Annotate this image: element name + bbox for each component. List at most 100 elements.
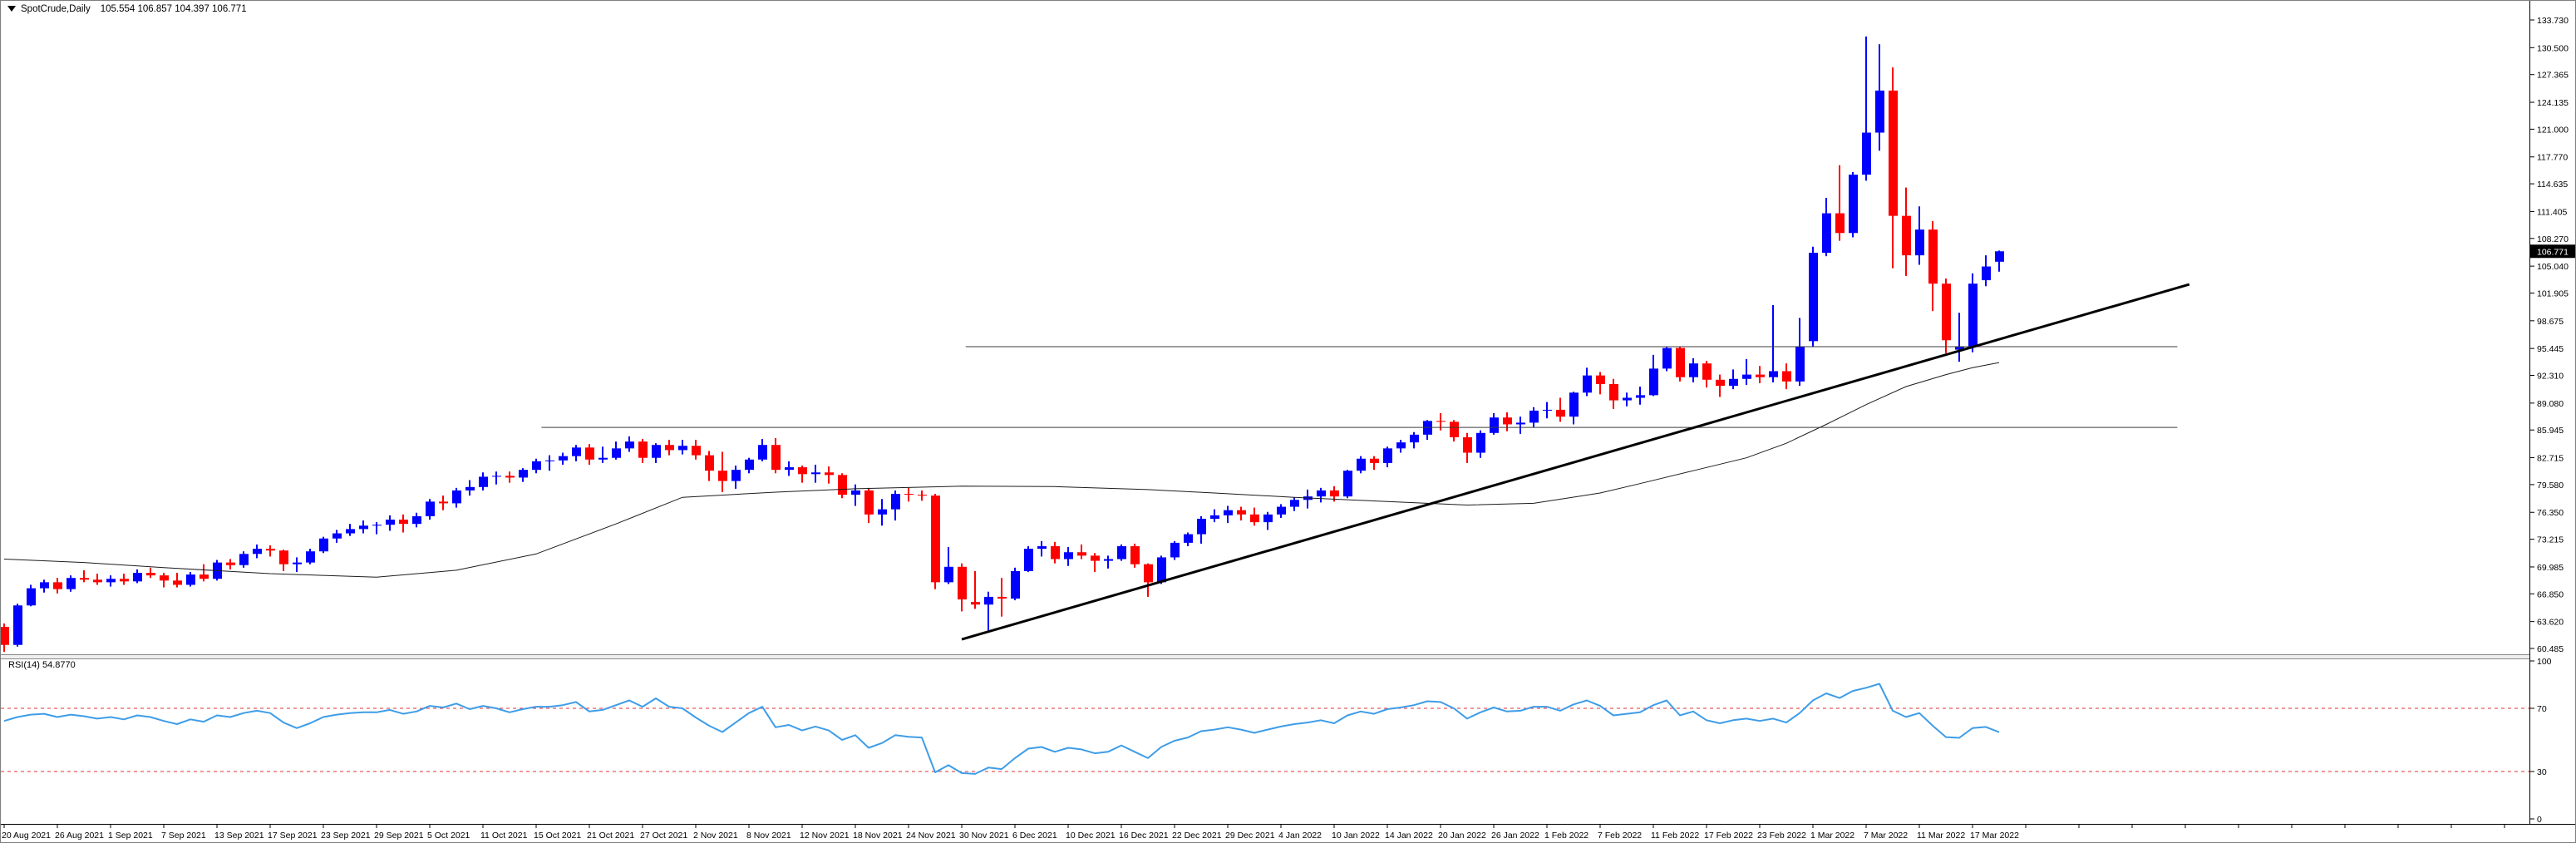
candle-up (426, 501, 435, 516)
candle-down (1902, 215, 1911, 256)
price-tick-label: 60.485 (2537, 644, 2564, 654)
candle-up (851, 490, 860, 495)
price-tick-label: 92.310 (2537, 372, 2564, 382)
time-tick-label: 17 Mar 2022 (1970, 831, 2019, 841)
time-tick-label: 7 Sep 2021 (161, 831, 206, 841)
time-tick-label: 8 Nov 2021 (746, 831, 791, 841)
candle-up (1809, 253, 1818, 342)
candle-up (1290, 500, 1299, 507)
price-axis-scale-area[interactable] (2530, 1, 2576, 824)
candle-up (66, 578, 76, 589)
candle-down (825, 472, 834, 476)
time-tick-label: 14 Jan 2022 (1385, 831, 1433, 841)
candle-down (1450, 422, 1459, 437)
candle-up (106, 579, 116, 583)
time-tick-label: 17 Feb 2022 (1704, 831, 1753, 841)
candle-down (279, 550, 288, 564)
price-tick-label: 76.350 (2537, 508, 2564, 518)
candle-down (1676, 348, 1685, 377)
rsi-tick-label: 30 (2537, 767, 2547, 777)
candle-up (1729, 378, 1738, 387)
price-tick-label: 101.905 (2537, 288, 2569, 298)
candle-down (226, 562, 235, 565)
candle-up (1343, 471, 1352, 497)
candle-down (1942, 283, 1951, 341)
candle-down (1596, 375, 1605, 384)
candle-up (1117, 546, 1126, 560)
candle-up (1210, 515, 1219, 519)
candle-down (399, 520, 408, 525)
time-tick-label: 4 Jan 2022 (1278, 831, 1322, 841)
candle-down (692, 446, 701, 456)
candle-up (891, 494, 900, 510)
candle-up (293, 562, 302, 564)
candle-down (1144, 564, 1153, 583)
candle-up (253, 549, 262, 555)
candle-down (120, 579, 129, 582)
candle-down (1091, 555, 1100, 561)
candle-up (1636, 395, 1645, 398)
candle-up (532, 461, 541, 471)
candle-up (1649, 368, 1658, 396)
price-tick-label: 82.715 (2537, 454, 2564, 464)
candle-down (1330, 490, 1339, 497)
rsi-indicator-label: RSI(14) 54.8770 (8, 660, 76, 670)
candle-up (1795, 346, 1805, 382)
candle-down (266, 549, 275, 551)
candle-up (239, 554, 249, 565)
time-axis-scale-area[interactable] (1, 824, 2576, 843)
candle-up (186, 574, 195, 585)
time-tick-label: 26 Aug 2021 (55, 831, 104, 841)
time-tick-label: 24 Nov 2021 (906, 831, 956, 841)
chevron-down-icon[interactable] (7, 6, 16, 12)
trend-line[interactable] (961, 283, 2190, 641)
price-tick-label: 69.985 (2537, 563, 2564, 573)
candle-down (585, 447, 594, 460)
candle-down (1077, 552, 1086, 556)
candle-up (1529, 410, 1539, 423)
time-tick-label: 29 Sep 2021 (374, 831, 424, 841)
price-tick-label: 105.040 (2537, 262, 2569, 272)
candle-down (931, 495, 940, 583)
candle-down (971, 602, 980, 605)
candle-up (133, 573, 142, 582)
candle-up (1410, 434, 1419, 443)
candle-up (40, 582, 49, 589)
candle-up (1224, 510, 1233, 515)
time-tick-label: 2 Nov 2021 (693, 831, 738, 841)
time-tick-label: 18 Nov 2021 (853, 831, 903, 841)
time-tick-label: 23 Feb 2022 (1757, 831, 1806, 841)
price-tick-label: 85.945 (2537, 426, 2564, 436)
price-tick-label: 124.135 (2537, 98, 2569, 108)
candle-down (80, 578, 89, 580)
price-tick-label: 98.675 (2537, 317, 2564, 327)
candle-up (1170, 542, 1180, 558)
time-tick-label: 11 Mar 2022 (1917, 831, 1965, 841)
chart-title: SpotCrude,Daily 105.554 106.857 104.397 1… (21, 4, 247, 14)
candle-up (1357, 458, 1366, 471)
price-tick-label: 79.580 (2537, 481, 2564, 491)
candle-down (638, 441, 648, 458)
pane-divider[interactable] (1, 654, 2529, 659)
candle-down (1250, 514, 1259, 523)
moving-average-line (3, 362, 2000, 578)
candle-down (93, 579, 102, 583)
candle-up (612, 448, 621, 458)
price-tick-label: 73.215 (2537, 535, 2564, 545)
candle-down (1716, 379, 1725, 387)
price-tick-label: 111.405 (2537, 207, 2568, 217)
candle-down (1609, 383, 1618, 401)
candle-down (1503, 417, 1512, 425)
candle-down (439, 501, 448, 504)
candle-down (1889, 90, 1898, 216)
candle-down (1237, 510, 1246, 515)
candle-up (359, 525, 368, 530)
candle-up (1011, 570, 1020, 599)
time-tick-label: 10 Dec 2021 (1066, 831, 1116, 841)
candle-up (731, 470, 741, 481)
time-tick-label: 7 Feb 2022 (1598, 831, 1642, 841)
candle-up (1396, 442, 1406, 449)
price-tick-label: 89.080 (2537, 399, 2564, 409)
time-tick-label: 1 Feb 2022 (1544, 831, 1588, 841)
